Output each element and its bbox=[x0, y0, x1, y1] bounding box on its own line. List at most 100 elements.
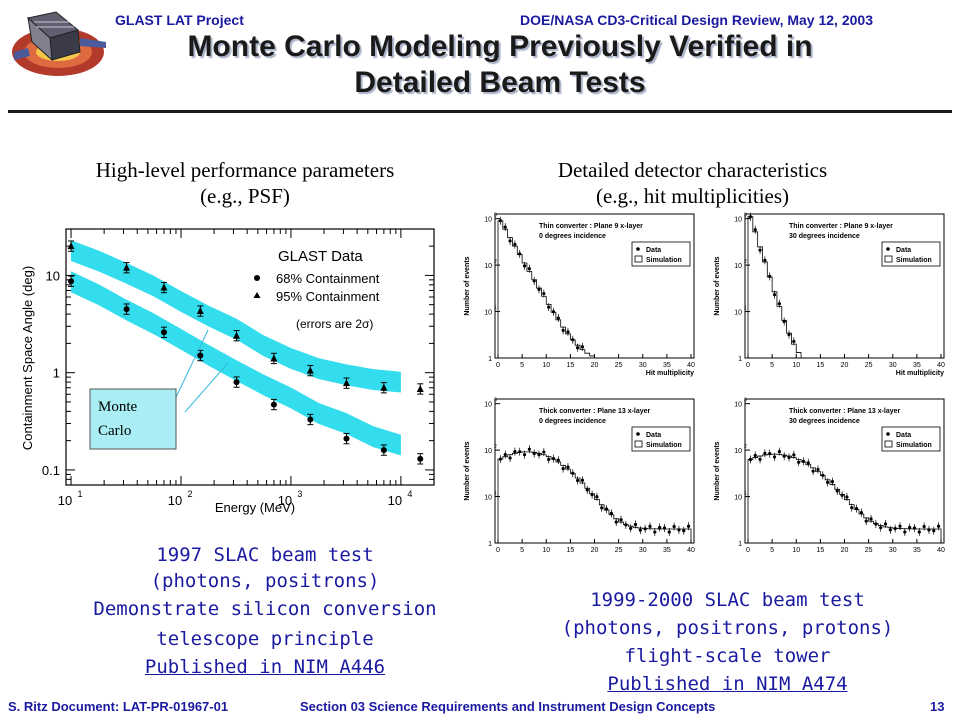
simulation-histogram bbox=[747, 216, 884, 359]
legend-68-label: 68% Containment bbox=[276, 271, 380, 286]
panel-title-line1: Thick converter : Plane 13 x-layer bbox=[789, 408, 901, 415]
hist-data-point bbox=[864, 519, 868, 523]
hist-y-tick-exp: 3 bbox=[494, 213, 497, 219]
hist-x-tick-label: 35 bbox=[663, 362, 671, 369]
hist-data-point bbox=[830, 480, 835, 484]
hist-data-point bbox=[763, 258, 767, 262]
data-point-95 bbox=[67, 242, 75, 250]
hist-data-point bbox=[542, 450, 546, 454]
hist-data-point bbox=[854, 506, 859, 511]
x-tick-exponent: 3 bbox=[297, 489, 302, 499]
data-point-95 bbox=[380, 383, 388, 391]
hist-data-point bbox=[936, 524, 941, 528]
hist-data-point bbox=[522, 453, 527, 457]
x-tick-exponent: 2 bbox=[187, 489, 192, 499]
data-point-95 bbox=[233, 331, 241, 339]
hist-legend-data-marker bbox=[886, 432, 890, 436]
hist-data-point bbox=[643, 527, 647, 531]
hist-x-tick-label: 5 bbox=[520, 547, 524, 553]
data-point-68 bbox=[380, 447, 387, 454]
hist-data-point bbox=[653, 530, 657, 534]
legend-note: (errors are 2σ) bbox=[296, 317, 373, 331]
hist-data-point bbox=[782, 454, 786, 458]
y-tick-label: 0.1 bbox=[42, 463, 60, 478]
hist-y-tick-exp: 2 bbox=[744, 259, 747, 265]
hist-data-point bbox=[677, 528, 681, 532]
hist-y-tick-label: 10 bbox=[734, 310, 742, 317]
hist-data-point bbox=[537, 287, 541, 292]
x-axis-label: Energy (MeV) bbox=[215, 500, 295, 515]
data-point-68 bbox=[343, 435, 350, 442]
hist-data-point bbox=[835, 489, 839, 493]
hist-data-point bbox=[912, 526, 917, 530]
hist-data-point bbox=[595, 495, 599, 499]
hist-x-tick-label: 30 bbox=[889, 547, 897, 553]
y-tick-label: 1 bbox=[53, 366, 60, 381]
hist-x-tick-label: 15 bbox=[566, 547, 574, 553]
hist-data-point bbox=[758, 457, 762, 461]
hist-legend-sim-marker bbox=[634, 255, 643, 263]
right-caption-line4-wrap: Published in NIM A474 bbox=[510, 672, 945, 696]
nim-a474-link[interactable]: Published in NIM A474 bbox=[607, 673, 848, 695]
hist-data-point bbox=[518, 450, 522, 454]
hist-data-point bbox=[561, 328, 565, 332]
review-name: DOE/NASA CD3-Critical Design Review, May… bbox=[520, 12, 873, 28]
right-caption-line2: (photons, positrons, protons) bbox=[561, 617, 894, 639]
mc-band-0 bbox=[71, 271, 401, 456]
hist-data-point bbox=[532, 451, 536, 456]
hist-y-axis-label: Number of events bbox=[464, 256, 471, 315]
hist-x-tick-label: 35 bbox=[913, 362, 921, 369]
hist-legend-data-marker bbox=[636, 432, 640, 436]
hist-data-point bbox=[508, 456, 512, 460]
hist-y-tick-label: 10 bbox=[484, 495, 492, 502]
hist-y-tick-exp: 1 bbox=[744, 306, 747, 312]
hist-y-tick-exp: 2 bbox=[494, 444, 497, 450]
plot-frame bbox=[65, 228, 435, 486]
hist-data-point bbox=[903, 530, 907, 534]
hist-data-point bbox=[566, 330, 570, 334]
panel-title-line1: Thick converter : Plane 13 x-layer bbox=[539, 408, 651, 415]
hist-y-tick-label: 10 bbox=[734, 448, 742, 455]
hist-data-point bbox=[527, 267, 531, 271]
hist-x-tick-label: 5 bbox=[770, 362, 774, 369]
hist-x-tick-label: 10 bbox=[542, 547, 550, 553]
page-number: 13 bbox=[930, 699, 945, 714]
hist-legend-sim: Simulation bbox=[646, 257, 682, 264]
hist-x-axis-label: Hit multiplicity bbox=[896, 370, 944, 377]
hist-x-tick-label: 25 bbox=[865, 547, 873, 553]
hist-legend-data: Data bbox=[646, 247, 661, 254]
hist-data-point bbox=[600, 506, 604, 510]
hist-data-point bbox=[537, 453, 541, 457]
hist-data-point bbox=[811, 469, 815, 473]
hist-data-point bbox=[638, 528, 642, 532]
hist-legend-data: Data bbox=[896, 432, 911, 439]
hist-data-point bbox=[898, 524, 902, 528]
footer-section: Section 03 Science Requirements and Inst… bbox=[300, 699, 716, 714]
title-rule bbox=[8, 110, 952, 113]
hist-data-point bbox=[792, 453, 796, 457]
panel-title-line1: Thin converter : Plane 9 x-layer bbox=[789, 223, 893, 230]
hist-x-tick-label: 40 bbox=[687, 362, 695, 369]
right-caption-line3: flight-scale tower bbox=[624, 645, 831, 667]
hist-y-tick-exp: 2 bbox=[494, 259, 497, 265]
hist-data-point bbox=[879, 526, 883, 530]
hist-data-point bbox=[888, 528, 892, 532]
hist-data-point bbox=[927, 528, 931, 532]
hist-data-point bbox=[614, 520, 618, 524]
nim-a446-link[interactable]: Published in NIM A446 bbox=[144, 656, 386, 678]
hist-legend-sim-marker bbox=[884, 440, 893, 448]
hist-data-point bbox=[590, 493, 594, 497]
data-point-68 bbox=[233, 379, 240, 386]
hist-data-point bbox=[672, 524, 676, 529]
hist-y-tick-label: 10 bbox=[484, 448, 492, 455]
hist-x-tick-label: 20 bbox=[841, 362, 849, 369]
hist-x-tick-label: 35 bbox=[913, 547, 921, 553]
x-tick-label: 10 bbox=[168, 493, 182, 508]
hist-data-point bbox=[845, 495, 849, 499]
hist-legend-sim-marker bbox=[884, 255, 893, 263]
hist-legend-data: Data bbox=[646, 432, 661, 439]
hist-x-tick-label: 25 bbox=[865, 362, 873, 369]
